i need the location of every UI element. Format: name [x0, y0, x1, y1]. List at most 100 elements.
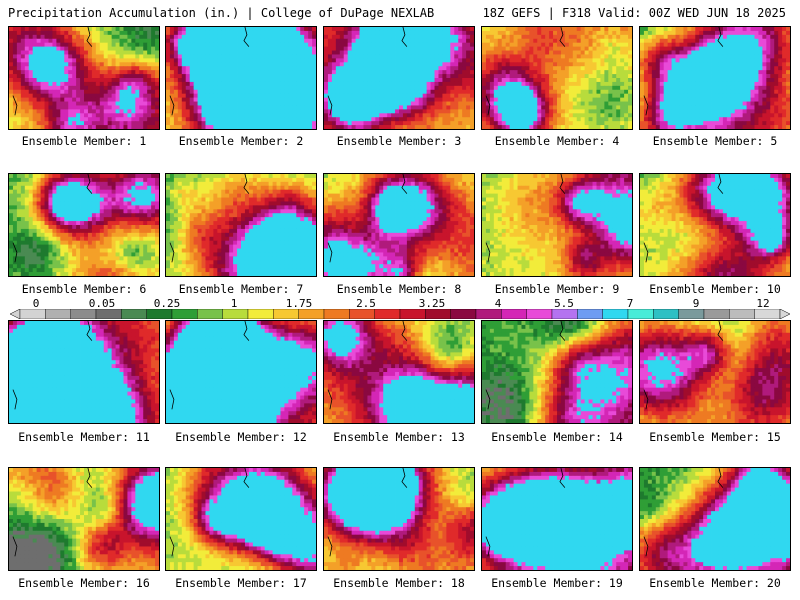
colorbar-swatch — [703, 309, 730, 319]
coastline — [643, 174, 724, 263]
precip-field — [324, 321, 474, 423]
ensemble-member-label: Ensemble Member: 12 — [175, 430, 307, 444]
ensemble-member-label: Ensemble Member: 6 — [21, 282, 147, 296]
ensemble-member-map — [639, 320, 791, 424]
colorbar-tick-label: 7 — [626, 297, 634, 310]
ensemble-member-label: Ensemble Member: 8 — [336, 282, 462, 296]
precip-field — [640, 321, 790, 423]
ensemble-member-label: Ensemble Member: 2 — [178, 134, 304, 148]
colorbar-min-arrow — [10, 309, 21, 319]
map-title: Precipitation Accumulation (in.) | Colle… — [8, 6, 435, 20]
precip-field — [640, 27, 790, 129]
colorbar-swatch — [222, 309, 249, 319]
coastline — [169, 468, 250, 557]
precip-field — [166, 174, 316, 276]
ensemble-member-map — [481, 173, 633, 277]
ensemble-member-map — [8, 320, 160, 424]
ensemble-member-map — [639, 467, 791, 571]
ensemble-member-label: Ensemble Member: 16 — [18, 576, 150, 590]
colorbar-swatch — [171, 309, 198, 319]
colorbar-tick-label: 4 — [494, 297, 502, 310]
ensemble-member-label: Ensemble Member: 15 — [649, 430, 781, 444]
coastline — [12, 468, 93, 557]
coastline — [485, 174, 566, 263]
colorbar-swatch — [729, 309, 755, 319]
colorbar-tick-label: 0.25 — [153, 297, 181, 310]
ensemble-member-label: Ensemble Member: 11 — [18, 430, 150, 444]
ensemble-member-map — [165, 26, 317, 130]
ensemble-member-label: Ensemble Member: 1 — [21, 134, 147, 148]
ensemble-member-map — [165, 320, 317, 424]
coastline — [12, 174, 93, 263]
colorbar-tick-label: 1 — [230, 297, 238, 310]
precip-field — [482, 468, 632, 570]
precip-field — [9, 468, 159, 570]
ensemble-member-label: Ensemble Member: 3 — [336, 134, 462, 148]
ensemble-member-map — [481, 26, 633, 130]
coastline — [327, 468, 408, 557]
ensemble-member-map — [323, 467, 475, 571]
ensemble-member-map — [323, 173, 475, 277]
precip-field — [166, 321, 316, 423]
coastline — [327, 174, 408, 263]
colorbar-swatch — [146, 309, 173, 319]
colorbar-tick-label: 2.5 — [356, 297, 376, 310]
ensemble-member-map — [165, 467, 317, 571]
ensemble-member-label: Ensemble Member: 9 — [494, 282, 620, 296]
coastline — [12, 27, 93, 116]
colorbar-swatch — [627, 309, 654, 319]
colorbar-swatch — [551, 309, 578, 319]
precip-field — [9, 174, 159, 276]
coastline — [12, 321, 93, 410]
colorbar-swatch — [19, 309, 46, 319]
ensemble-member-map — [8, 467, 160, 571]
colorbar-swatch — [501, 309, 527, 319]
coastline — [485, 321, 566, 410]
ensemble-member-label: Ensemble Member: 5 — [652, 134, 778, 148]
colorbar-swatch — [121, 309, 147, 319]
coastline — [169, 174, 250, 263]
precip-field — [9, 27, 159, 129]
precip-field — [482, 27, 632, 129]
ensemble-member-map — [481, 320, 633, 424]
ensemble-member-map — [639, 173, 791, 277]
colorbar-swatch — [678, 309, 705, 319]
ensemble-member-label: Ensemble Member: 19 — [491, 576, 623, 590]
coastline — [327, 321, 408, 410]
ensemble-member-map — [323, 320, 475, 424]
colorbar-tick-label: 0.05 — [88, 297, 116, 310]
precip-field — [324, 174, 474, 276]
colorbar-swatch — [247, 309, 274, 319]
ensemble-member-label: Ensemble Member: 10 — [649, 282, 781, 296]
colorbar-swatch — [526, 309, 553, 319]
run-valid-time: 18Z GEFS | F318 Valid: 00Z WED JUN 18 20… — [482, 6, 786, 20]
precip-field — [166, 27, 316, 129]
precip-field — [640, 174, 790, 276]
ensemble-member-label: Ensemble Member: 14 — [491, 430, 623, 444]
precip-field — [166, 468, 316, 570]
ensemble-member-label: Ensemble Member: 17 — [175, 576, 307, 590]
ensemble-member-map — [639, 26, 791, 130]
colorbar-swatch — [399, 309, 426, 319]
ensemble-member-label: Ensemble Member: 7 — [178, 282, 304, 296]
colorbar-swatch — [602, 309, 629, 319]
colorbar-labels: 0 0.05 0.25 1 1.75 2.5 3.25 4 5.5 7 9 12 — [0, 297, 800, 311]
ensemble-member-label: Ensemble Member: 4 — [494, 134, 620, 148]
ensemble-member-label: Ensemble Member: 18 — [333, 576, 465, 590]
ensemble-member-map — [481, 467, 633, 571]
colorbar-swatch — [197, 309, 223, 319]
colorbar-tick-label: 12 — [756, 297, 770, 310]
colorbar-swatch — [323, 309, 350, 319]
colorbar-tick-label: 5.5 — [554, 297, 574, 310]
ensemble-member-map — [8, 173, 160, 277]
precip-field — [482, 321, 632, 423]
colorbar-tick-label: 3.25 — [418, 297, 446, 310]
colorbar-swatch — [475, 309, 502, 319]
colorbar-swatch — [450, 309, 477, 319]
ensemble-member-label: Ensemble Member: 13 — [333, 430, 465, 444]
coastline — [643, 27, 724, 116]
precip-field — [9, 321, 159, 423]
colorbar-swatch — [70, 309, 97, 319]
coastline — [485, 468, 566, 557]
colorbar-swatch — [349, 309, 375, 319]
